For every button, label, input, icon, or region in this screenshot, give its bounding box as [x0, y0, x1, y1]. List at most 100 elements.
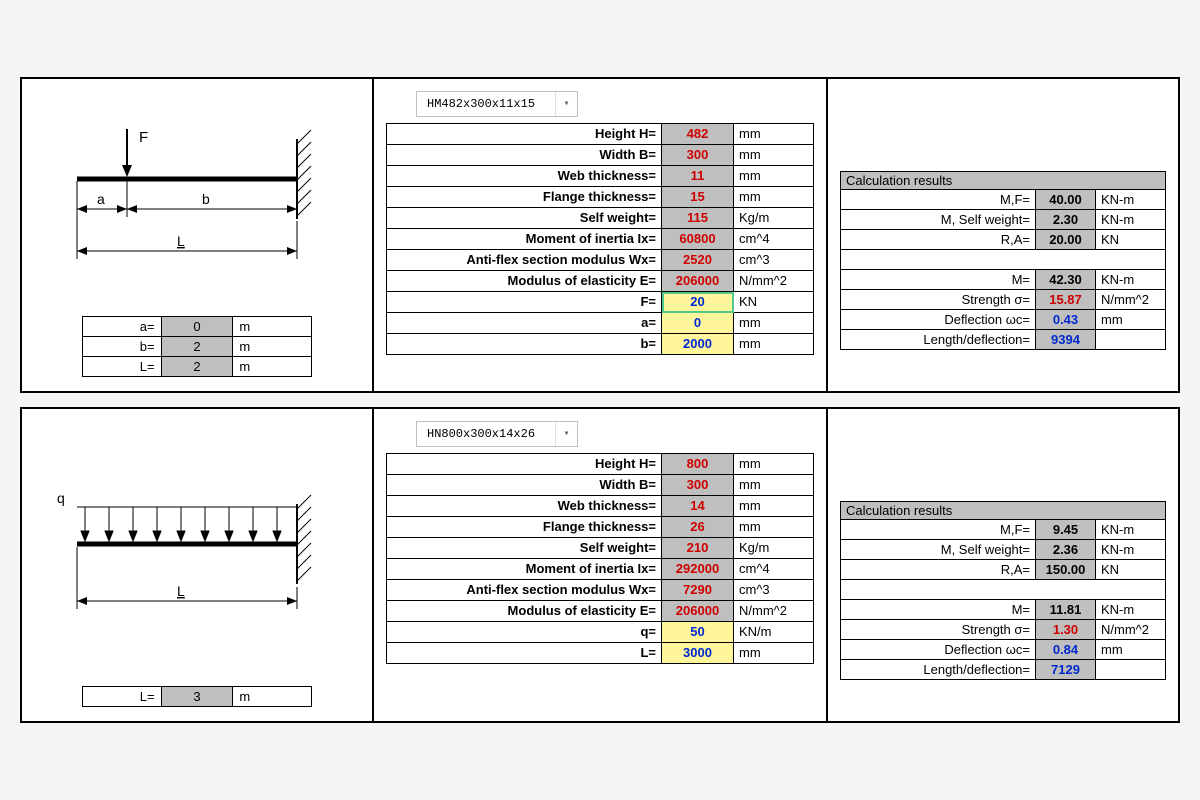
property-row: b=2000mm: [387, 334, 814, 355]
property-value[interactable]: 2000: [662, 334, 734, 355]
beam-diagram-point-load: F a b L: [47, 109, 347, 289]
result-row: Deflection ωc=0.84mm: [841, 640, 1166, 660]
property-unit: cm^3: [734, 250, 814, 271]
property-value[interactable]: 292000: [662, 559, 734, 580]
property-unit: KN: [734, 292, 814, 313]
property-label: Anti-flex section modulus Wx=: [387, 250, 662, 271]
result-unit: KN-m: [1096, 190, 1166, 210]
result-value: 0.84: [1036, 640, 1096, 660]
property-label: Web thickness=: [387, 496, 662, 517]
property-unit: cm^4: [734, 559, 814, 580]
param-unit: m: [233, 687, 312, 707]
property-value[interactable]: 300: [662, 145, 734, 166]
property-unit: mm: [734, 475, 814, 496]
property-label: Flange thickness=: [387, 187, 662, 208]
property-unit: KN/m: [734, 622, 814, 643]
param-label: a=: [83, 317, 162, 337]
property-row: Moment of inertia Ix=292000cm^4: [387, 559, 814, 580]
chevron-down-icon: ▾: [555, 92, 577, 116]
property-unit: N/mm^2: [734, 271, 814, 292]
param-value[interactable]: 3: [161, 687, 233, 707]
property-row: Moment of inertia Ix=60800cm^4: [387, 229, 814, 250]
param-value[interactable]: 2: [161, 337, 233, 357]
property-label: Self weight=: [387, 538, 662, 559]
property-label: Flange thickness=: [387, 517, 662, 538]
property-value[interactable]: 15: [662, 187, 734, 208]
property-value[interactable]: 206000: [662, 601, 734, 622]
property-value[interactable]: 14: [662, 496, 734, 517]
results-title: Calculation results: [840, 171, 1166, 189]
property-row: F=20KN: [387, 292, 814, 313]
property-value[interactable]: 50: [662, 622, 734, 643]
property-value[interactable]: 26: [662, 517, 734, 538]
param-value[interactable]: 0: [161, 317, 233, 337]
result-row: M=11.81KN-m: [841, 600, 1166, 620]
result-label: M,F=: [841, 520, 1036, 540]
result-value: 20.00: [1036, 230, 1096, 250]
section-dropdown[interactable]: HN800x300x14x26 ▾: [416, 421, 578, 447]
property-value[interactable]: 11: [662, 166, 734, 187]
property-value[interactable]: 800: [662, 454, 734, 475]
result-label: M, Self weight=: [841, 210, 1036, 230]
spacer-cell: [841, 580, 1166, 600]
results-table: M,F=9.45KN-mM, Self weight=2.36KN-mR,A=1…: [840, 519, 1166, 680]
property-value[interactable]: 2520: [662, 250, 734, 271]
property-value[interactable]: 20: [662, 292, 734, 313]
result-unit: [1096, 660, 1166, 680]
property-row: Height H=800mm: [387, 454, 814, 475]
result-value: 2.30: [1036, 210, 1096, 230]
property-value[interactable]: 3000: [662, 643, 734, 664]
property-row: Height H=482mm: [387, 124, 814, 145]
property-unit: cm^3: [734, 580, 814, 601]
property-value[interactable]: 206000: [662, 271, 734, 292]
props-rows-2: Height H=800mmWidth B=300mmWeb thickness…: [387, 454, 814, 664]
property-row: Web thickness=14mm: [387, 496, 814, 517]
result-label: Strength σ=: [841, 290, 1036, 310]
result-value: 15.87: [1036, 290, 1096, 310]
property-label: a=: [387, 313, 662, 334]
property-unit: Kg/m: [734, 538, 814, 559]
param-table: a=0mb=2mL=2m: [82, 316, 312, 377]
property-row: Flange thickness=26mm: [387, 517, 814, 538]
result-label: M, Self weight=: [841, 540, 1036, 560]
results-rows-2: M,F=9.45KN-mM, Self weight=2.36KN-mR,A=1…: [841, 520, 1166, 680]
property-label: q=: [387, 622, 662, 643]
param-rows-2: L=3m: [83, 687, 312, 707]
property-unit: N/mm^2: [734, 601, 814, 622]
param-rows: a=0mb=2mL=2m: [83, 317, 312, 377]
svg-text:b: b: [202, 191, 210, 207]
property-row: a=0mm: [387, 313, 814, 334]
property-row: q=50KN/m: [387, 622, 814, 643]
results-pane: Calculation results M,F=40.00KN-mM, Self…: [828, 79, 1178, 391]
properties-pane: HN800x300x14x26 ▾ Height H=800mmWidth B=…: [374, 409, 828, 721]
property-row: Width B=300mm: [387, 145, 814, 166]
param-value[interactable]: 2: [161, 357, 233, 377]
property-label: Height H=: [387, 454, 662, 475]
property-value[interactable]: 0: [662, 313, 734, 334]
property-value[interactable]: 7290: [662, 580, 734, 601]
property-value[interactable]: 210: [662, 538, 734, 559]
property-label: Moment of inertia Ix=: [387, 559, 662, 580]
svg-text:a: a: [97, 191, 105, 207]
property-label: Self weight=: [387, 208, 662, 229]
result-label: R,A=: [841, 560, 1036, 580]
result-label: M=: [841, 270, 1036, 290]
result-value: 150.00: [1036, 560, 1096, 580]
result-unit: KN-m: [1096, 270, 1166, 290]
results-title: Calculation results: [840, 501, 1166, 519]
beam-diagram-distributed-load: q L: [47, 459, 347, 639]
property-value[interactable]: 300: [662, 475, 734, 496]
result-value: 9.45: [1036, 520, 1096, 540]
property-value[interactable]: 60800: [662, 229, 734, 250]
result-unit: N/mm^2: [1096, 290, 1166, 310]
section-dropdown[interactable]: HM482x300x11x15 ▾: [416, 91, 578, 117]
chevron-down-icon: ▾: [555, 422, 577, 446]
result-unit: KN-m: [1096, 520, 1166, 540]
property-value[interactable]: 115: [662, 208, 734, 229]
property-row: L=3000mm: [387, 643, 814, 664]
result-label: M,F=: [841, 190, 1036, 210]
result-value: 1.30: [1036, 620, 1096, 640]
property-value[interactable]: 482: [662, 124, 734, 145]
svg-text:F: F: [139, 129, 148, 146]
property-label: Width B=: [387, 475, 662, 496]
